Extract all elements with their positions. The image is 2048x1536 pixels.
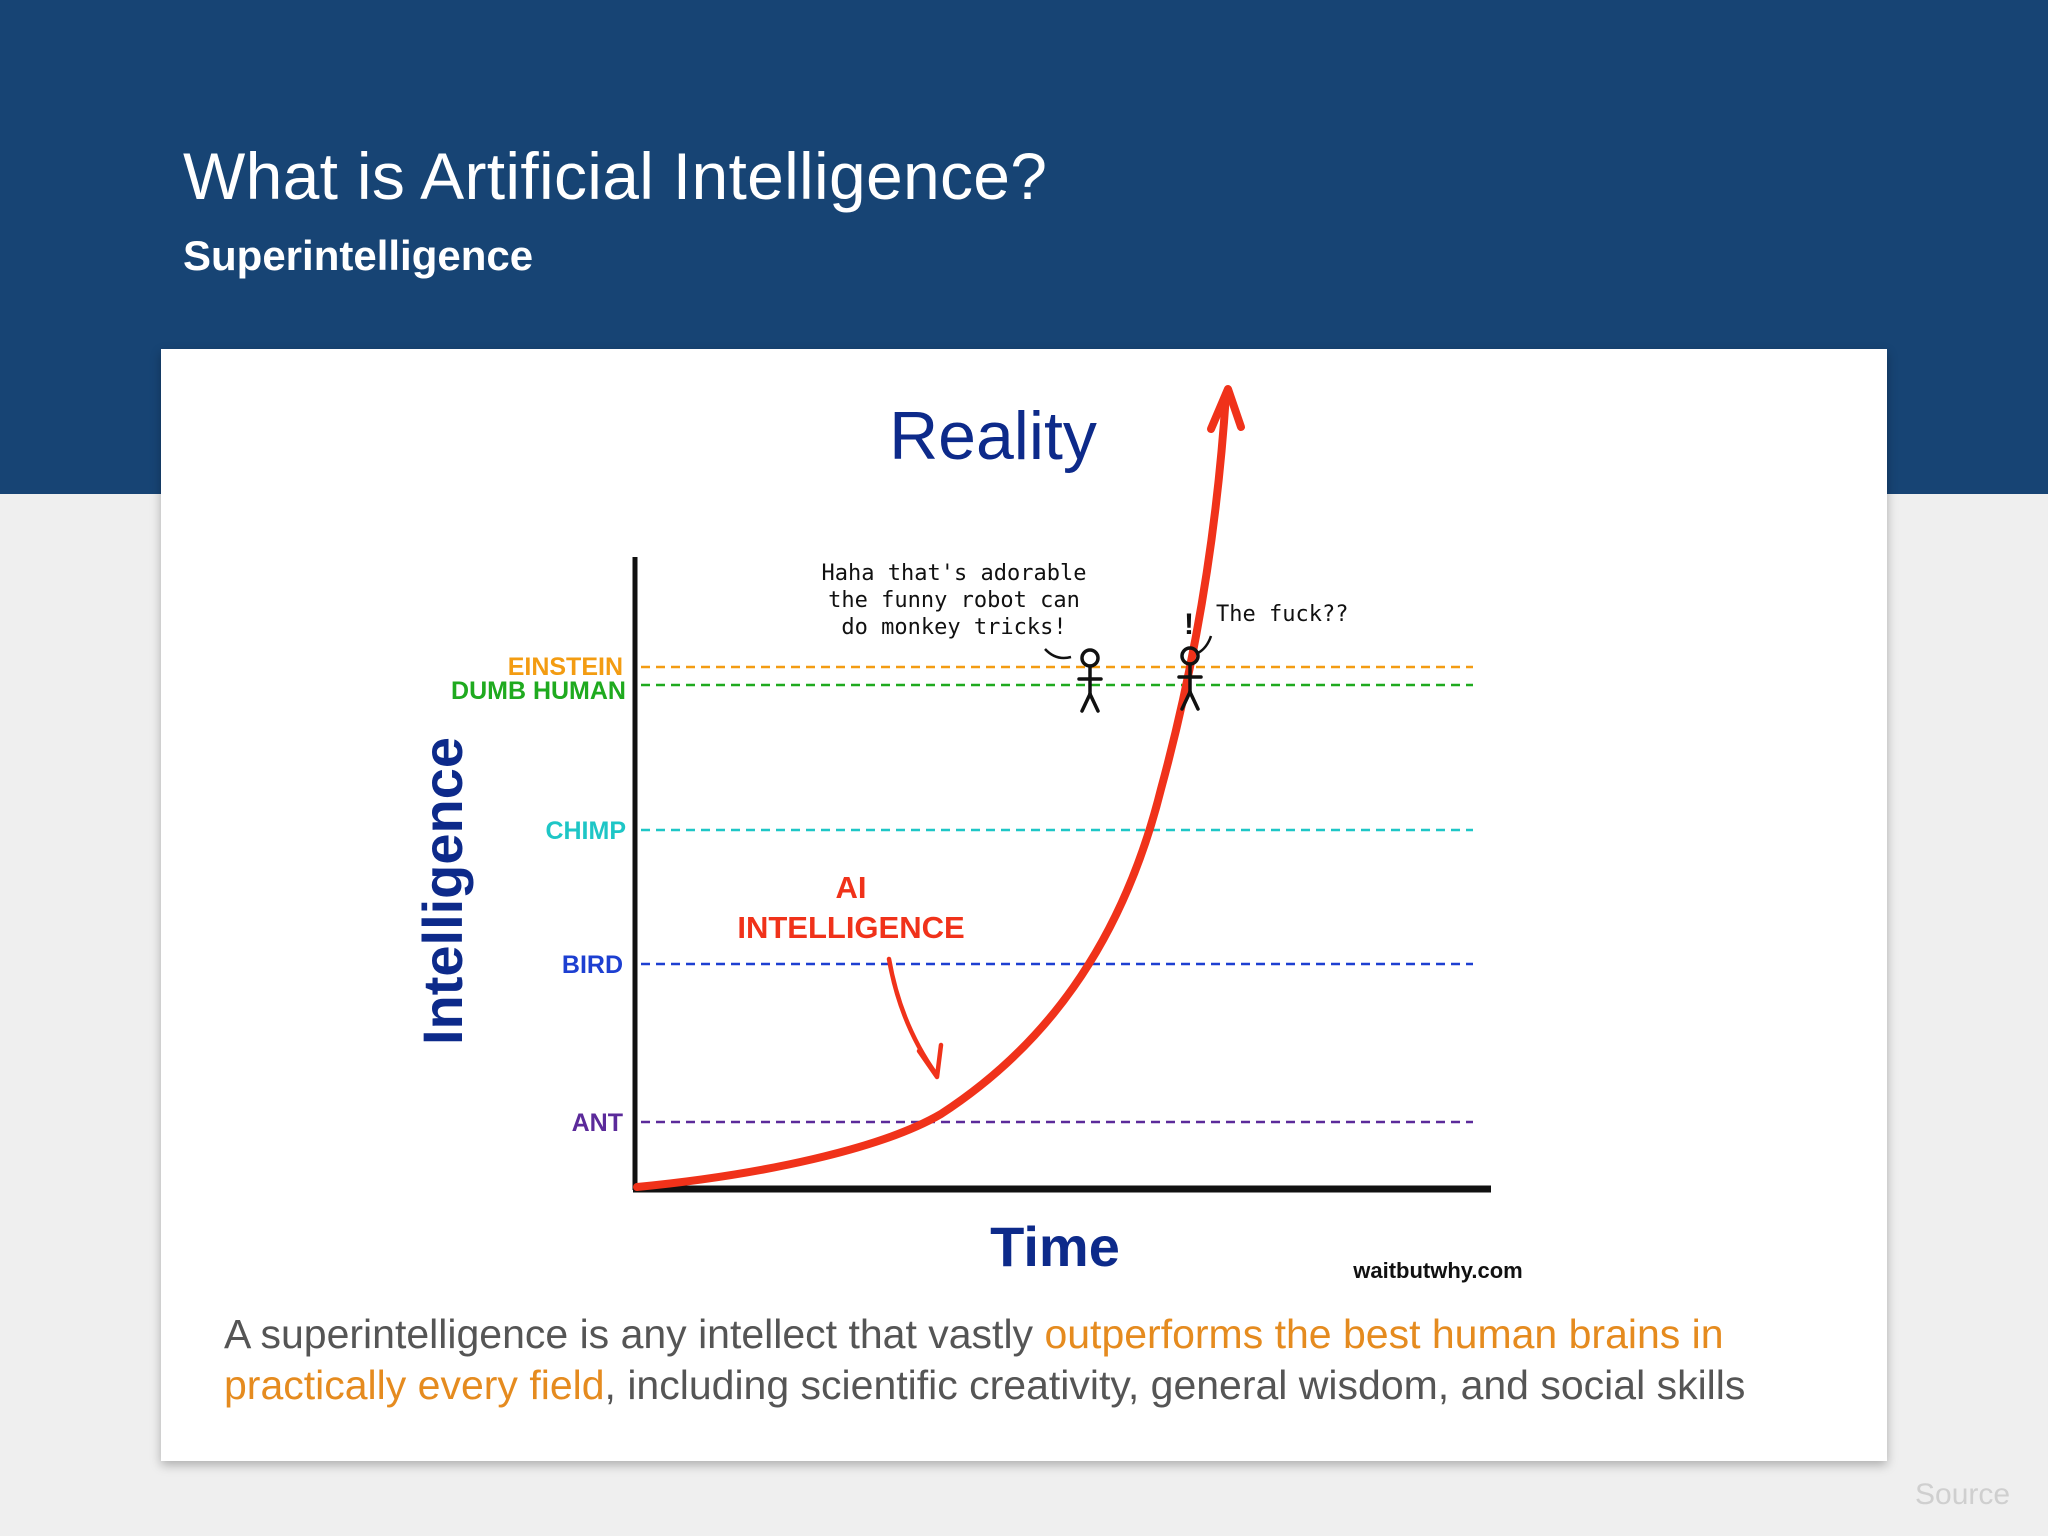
level-label-einstein: EINSTEIN [508, 653, 623, 681]
stick-figure-left [1077, 648, 1103, 713]
speech-left-tail [1044, 648, 1072, 660]
slide-caption: A superintelligence is any intellect tha… [224, 1309, 1864, 1411]
curve-label-ai: AI [836, 870, 867, 905]
level-label-chimp: CHIMP [545, 817, 626, 845]
slide-subtitle: Superintelligence [183, 232, 534, 279]
curve-label-intelligence: INTELLIGENCE [737, 910, 964, 945]
caption-part-2: , including scientific creativity, gener… [604, 1362, 1746, 1408]
y-axis-label: Intelligence [411, 737, 474, 1045]
speech-left-line-1: Haha that's adorable [822, 561, 1087, 586]
speech-right-text: The fuck?? [1216, 602, 1348, 627]
stick-figure-right [1177, 646, 1203, 711]
level-label-dumb-human: DUMB HUMAN [451, 677, 626, 705]
speech-left-line-3: do monkey tricks! [841, 615, 1066, 640]
exclaim-mark: ! [1184, 608, 1194, 641]
diagram-title: Reality [889, 398, 1097, 474]
speech-left-line-2: the funny robot can [828, 588, 1080, 613]
source-credit: waitbutwhy.com [1352, 1258, 1523, 1283]
curve-pointer-arrowhead [916, 1042, 944, 1080]
reality-diagram: Reality EINSTEIN DUMB HUMAN CHIMP BIRD A… [411, 385, 1523, 1283]
x-axis-label: Time [990, 1215, 1120, 1278]
content-card: Reality EINSTEIN DUMB HUMAN CHIMP BIRD A… [161, 349, 1887, 1461]
level-label-bird: BIRD [562, 951, 623, 979]
curve-arrowhead [1207, 385, 1245, 433]
source-link[interactable]: Source [1915, 1478, 2011, 1511]
curve-pointer-arrow [886, 956, 939, 1077]
level-label-ant: ANT [572, 1109, 623, 1137]
ai-intelligence-curve [633, 390, 1230, 1191]
caption-highlight: outperforms the best human brains in pra… [224, 1311, 1724, 1408]
slide-title: What is Artificial Intelligence? [183, 139, 1048, 213]
speech-right-tail [1197, 635, 1213, 655]
caption-part-1: A superintelligence is any intellect tha… [224, 1311, 1045, 1357]
